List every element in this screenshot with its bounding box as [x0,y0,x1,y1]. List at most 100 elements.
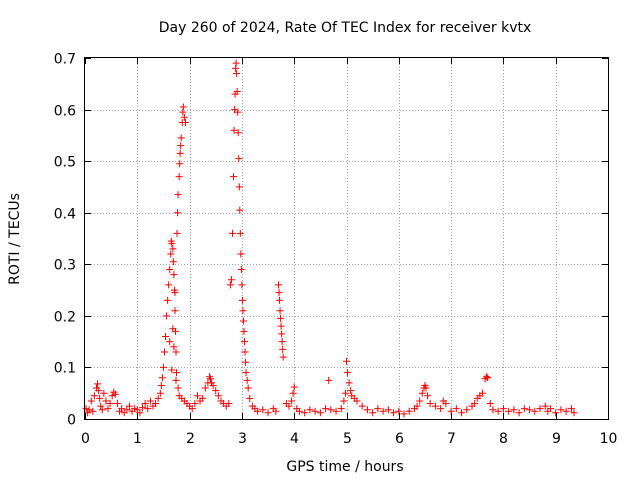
data-point [301,409,309,417]
data-point [541,402,549,410]
data-point [442,400,450,408]
data-point [209,381,217,389]
data-point [176,160,184,168]
x-tick-label: 0 [81,431,90,447]
data-point [170,343,178,351]
data-point [181,118,189,126]
data-point [171,307,179,315]
data-point [279,345,287,353]
data-point [191,400,199,408]
data-point [325,376,333,384]
data-point [567,405,575,413]
data-point [344,369,352,377]
data-point [246,394,254,402]
x-tick-label: 2 [186,431,195,447]
x-tick-label: 4 [290,431,299,447]
data-point [188,405,196,413]
data-point [160,348,168,356]
data-point [327,406,335,414]
data-point [158,374,166,382]
data-point [413,402,421,410]
data-point [458,409,466,417]
data-point [236,229,244,237]
axis-ticks: 0 1 2 3 4 5 6 7 8 9 10 0 0.1 0.2 0.3 0.4 0.5 0.6 0.7 [54,52,618,448]
data-point [374,405,382,413]
data-point [82,405,90,413]
data-point [422,384,430,392]
data-point [166,338,174,346]
data-point [237,265,245,273]
data-point [169,245,177,253]
data-point [234,108,242,116]
y-tick-label: 0.4 [54,207,76,223]
data-point [162,332,170,340]
data-point [177,134,185,142]
grid-lines [85,58,608,419]
chart-title: Day 260 of 2024, Rate Of TEC Index for r… [159,20,532,36]
data-point [557,406,565,414]
data-point [156,389,164,397]
y-tick-label: 0.2 [54,310,76,326]
data-point [169,325,177,333]
data-point [390,409,398,417]
y-axis-label: ROTI / TECUs [7,193,23,285]
data-point [163,312,171,320]
data-point [95,387,103,395]
data-point [340,397,348,405]
data-point [180,113,188,121]
data-point [379,407,387,415]
data-point [90,392,98,400]
data-point [102,397,110,405]
data-point [254,407,262,415]
data-point [239,307,247,315]
data-point [123,406,131,414]
data-points [82,59,578,418]
y-tick-label: 0.6 [54,104,76,120]
data-point [237,250,245,258]
data-point [146,397,154,405]
data-point [478,389,486,397]
data-point [141,400,149,408]
data-point [424,392,432,400]
data-point [172,348,180,356]
data-point [233,69,241,77]
data-point [332,407,340,415]
data-point [570,409,578,417]
data-point [463,406,471,414]
data-point [353,397,361,405]
x-tick-label: 1 [133,431,142,447]
data-point [171,289,179,297]
data-point [311,407,319,415]
data-point [227,276,235,284]
data-point [416,397,424,405]
data-point [212,387,220,395]
data-point [242,358,250,366]
data-point [531,407,539,415]
data-point [278,338,286,346]
data-point [232,64,240,72]
data-point [169,258,177,266]
data-point [288,397,296,405]
data-point [384,406,392,414]
data-point [159,363,167,371]
data-point [471,400,479,408]
data-point [515,409,523,417]
data-point [152,400,160,408]
data-point [85,406,93,414]
data-point [536,405,544,413]
data-point [363,406,371,414]
data-point [243,376,251,384]
data-point [175,173,183,181]
data-point [345,379,353,387]
data-point [552,409,560,417]
x-tick-label: 9 [552,431,561,447]
data-point [484,374,492,382]
data-point [173,369,181,377]
data-point [230,126,238,134]
data-point [176,149,184,157]
data-point [277,322,285,330]
y-tick-label: 0 [67,413,76,429]
data-point [164,296,172,304]
data-point [89,407,97,415]
data-point [111,390,119,398]
